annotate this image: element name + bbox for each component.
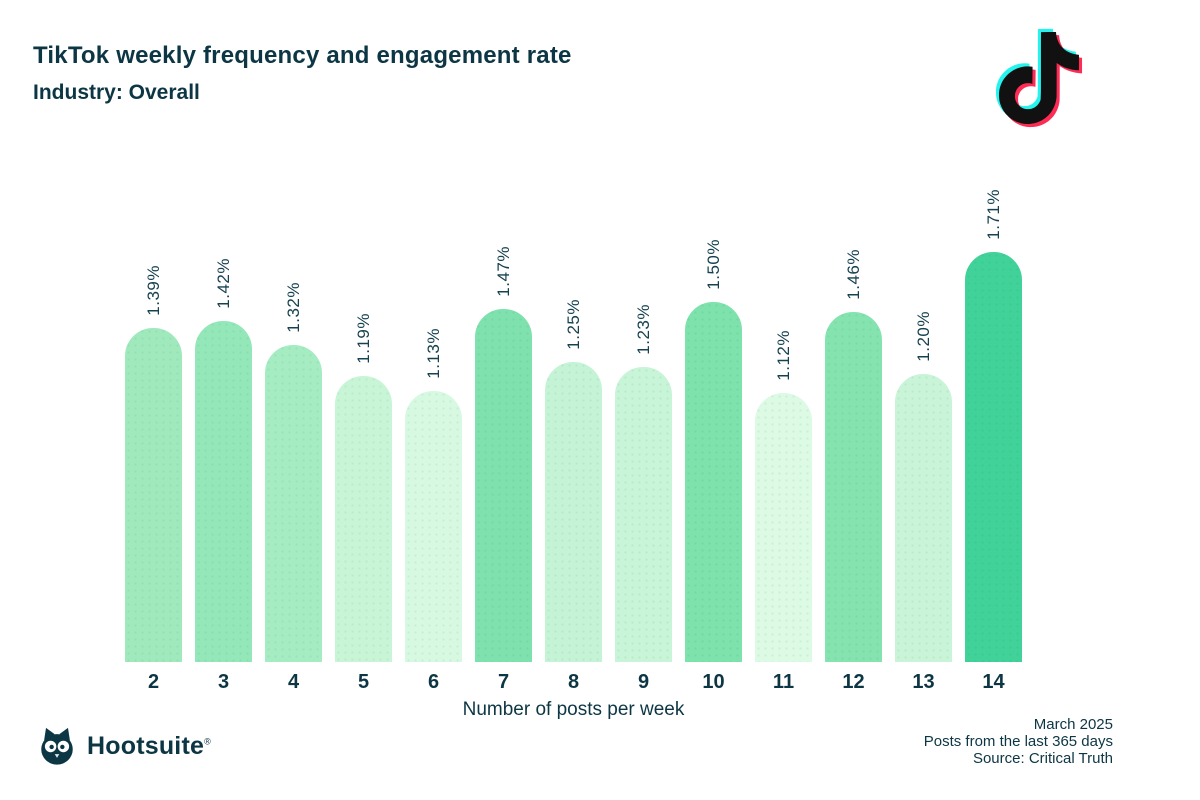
chart-metadata: March 2025 Posts from the last 365 days … bbox=[924, 716, 1113, 767]
bar: 1.71% bbox=[965, 189, 1022, 662]
bar-value-label: 1.25% bbox=[563, 299, 583, 350]
bar-slot: 1.42% 3 bbox=[195, 182, 252, 693]
bar-value-label: 1.19% bbox=[353, 313, 373, 364]
bar: 1.42% bbox=[195, 258, 252, 662]
owl-icon bbox=[41, 727, 73, 765]
bar-slot: 1.12% 11 bbox=[755, 182, 812, 693]
page-subtitle: Industry: Overall bbox=[33, 81, 200, 104]
bar-slot: 1.39% 2 bbox=[125, 182, 182, 693]
registered-mark: ® bbox=[204, 736, 211, 747]
bar-x-label: 10 bbox=[702, 671, 725, 693]
bar-x-label: 11 bbox=[772, 671, 795, 693]
bar-chart: 1.39% 2 1.42% 3 1.32% 4 1.19% 5 1.13% 6 1.47% 7 1.25… bbox=[125, 182, 1022, 693]
bar-x-label: 4 bbox=[287, 671, 300, 693]
bar: 1.13% bbox=[405, 328, 462, 662]
bar: 1.20% bbox=[895, 311, 952, 662]
chart-header: TikTok weekly frequency and engagement r… bbox=[33, 42, 572, 105]
bar-x-label: 3 bbox=[217, 671, 230, 693]
bar-value-label: 1.12% bbox=[773, 330, 793, 381]
bar-slot: 1.71% 14 bbox=[965, 182, 1022, 693]
bar: 1.19% bbox=[335, 313, 392, 662]
hootsuite-wordmark: Hootsuite® bbox=[87, 732, 211, 761]
bar-x-label: 14 bbox=[982, 671, 1005, 693]
bar-value-label: 1.32% bbox=[283, 282, 303, 333]
bar-x-label: 13 bbox=[912, 671, 935, 693]
bar-value-label: 1.13% bbox=[423, 328, 443, 379]
bar-x-label: 6 bbox=[427, 671, 440, 693]
bar-slot: 1.25% 8 bbox=[545, 182, 602, 693]
bar-slot: 1.13% 6 bbox=[405, 182, 462, 693]
bar-value-label: 1.42% bbox=[213, 258, 233, 309]
bar-slot: 1.20% 13 bbox=[895, 182, 952, 693]
bar-x-label: 8 bbox=[567, 671, 580, 693]
bar-value-label: 1.47% bbox=[493, 246, 513, 297]
bar-x-label: 2 bbox=[147, 671, 160, 693]
hootsuite-logo: Hootsuite® bbox=[36, 726, 211, 766]
bar-slot: 1.19% 5 bbox=[335, 182, 392, 693]
bar-x-label: 5 bbox=[357, 671, 370, 693]
footer-range: Posts from the last 365 days bbox=[923, 733, 1113, 750]
bar-value-label: 1.39% bbox=[143, 265, 163, 316]
brand-name: Hootsuite bbox=[87, 731, 205, 760]
bar: 1.47% bbox=[475, 246, 532, 662]
bar-value-label: 1.20% bbox=[913, 311, 933, 362]
bar: 1.50% bbox=[685, 239, 742, 662]
bar-slot: 1.23% 9 bbox=[615, 182, 672, 693]
footer-date: March 2025 bbox=[1033, 716, 1113, 733]
bar-value-label: 1.71% bbox=[983, 189, 1003, 240]
bar-slot: 1.50% 10 bbox=[685, 182, 742, 693]
tiktok-logo-icon bbox=[995, 28, 1083, 128]
bar-slot: 1.47% 7 bbox=[475, 182, 532, 693]
bar-value-label: 1.23% bbox=[633, 304, 653, 355]
bar: 1.46% bbox=[825, 249, 882, 662]
bar: 1.12% bbox=[755, 330, 812, 662]
bar-slot: 1.46% 12 bbox=[825, 182, 882, 693]
footer-source: Source: Critical Truth bbox=[972, 750, 1113, 767]
bar: 1.25% bbox=[545, 299, 602, 662]
bar: 1.23% bbox=[615, 304, 672, 662]
bar-slot: 1.32% 4 bbox=[265, 182, 322, 693]
bar-x-label: 12 bbox=[842, 671, 865, 693]
bar-value-label: 1.46% bbox=[843, 249, 863, 300]
bar: 1.32% bbox=[265, 282, 322, 662]
page-title: TikTok weekly frequency and engagement r… bbox=[33, 42, 572, 69]
bar-x-label: 7 bbox=[497, 671, 510, 693]
x-axis-label: Number of posts per week bbox=[462, 699, 685, 720]
bar: 1.39% bbox=[125, 265, 182, 662]
bar-x-label: 9 bbox=[637, 671, 650, 693]
bar-value-label: 1.50% bbox=[703, 239, 723, 290]
